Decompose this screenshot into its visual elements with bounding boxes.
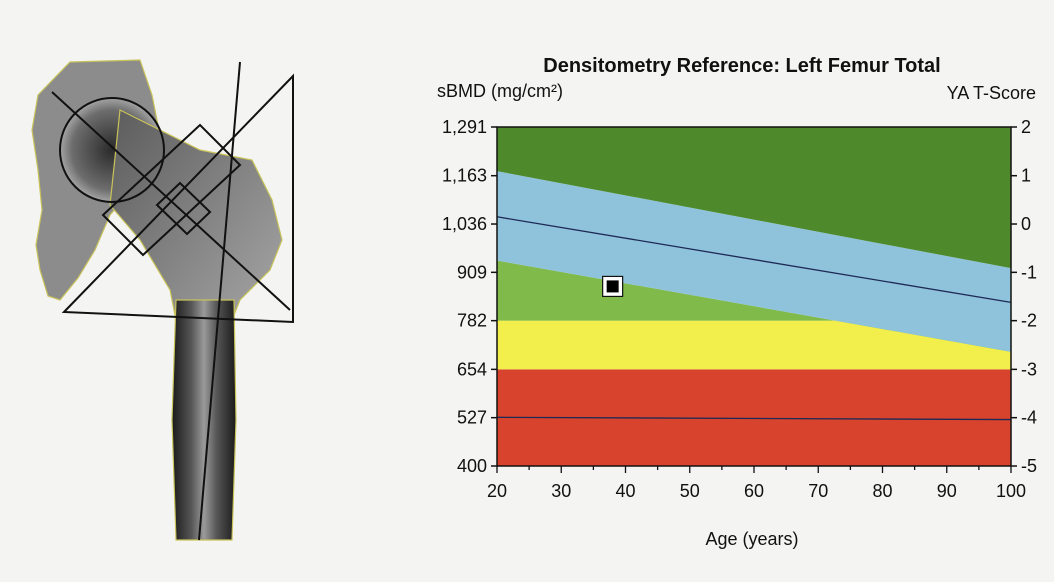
x-tick-label: 100	[996, 481, 1026, 501]
y-tick-label: 782	[457, 311, 487, 331]
band-yellow	[497, 320, 1011, 370]
x-tick-label: 70	[808, 481, 828, 501]
mean-line	[496, 216, 1012, 304]
femur-scan-image	[0, 0, 420, 582]
x-tick-label: 60	[744, 481, 764, 501]
neck-roi-box	[101, 123, 242, 257]
x-axis: 20 30 40 50 60 70 80 90 100	[487, 466, 1026, 501]
minus-four-sd-line	[496, 416, 1012, 421]
x-tick-label: 30	[551, 481, 571, 501]
y-axis-right: 2 1 0 -1 -2 -3 -4 -5	[1011, 117, 1037, 476]
t-score-tick-label: -2	[1021, 311, 1037, 331]
head-roi-circle	[59, 97, 165, 203]
band-blue	[497, 171, 1011, 352]
y-tick-label: 1,291	[442, 117, 487, 137]
y-tick-label: 1,163	[442, 166, 487, 186]
band-red	[497, 369, 1011, 466]
patient-marker-group	[602, 275, 624, 298]
wards-roi-box	[155, 181, 212, 236]
chart-title: Densitometry Reference: Left Femur Total	[543, 55, 941, 77]
y-tick-label: 400	[457, 456, 487, 476]
y-axis-label: sBMD (mg/cm²)	[437, 81, 563, 101]
reference-bands	[497, 127, 1011, 466]
femur-shaft	[171, 299, 237, 541]
t-score-tick-label: 2	[1021, 117, 1031, 137]
t-score-tick-label: -4	[1021, 408, 1037, 428]
y-axis-right-label: YA T-Score	[947, 83, 1036, 103]
x-tick-label: 40	[615, 481, 635, 501]
shaft-axis-line	[198, 61, 241, 541]
x-tick-label: 50	[680, 481, 700, 501]
t-score-tick-label: -1	[1021, 262, 1037, 282]
patient-point	[606, 280, 619, 293]
y-tick-label: 654	[457, 359, 487, 379]
total-roi-triangle	[61, 73, 294, 324]
y-tick-label: 527	[457, 408, 487, 428]
t-score-tick-label: -5	[1021, 456, 1037, 476]
y-tick-label: 909	[457, 262, 487, 282]
diagonal-line	[51, 91, 291, 311]
t-score-tick-label: -3	[1021, 359, 1037, 379]
t-score-tick-label: 0	[1021, 214, 1031, 234]
band-light-green	[497, 260, 1011, 352]
x-tick-label: 20	[487, 481, 507, 501]
band-dark-green	[497, 127, 1011, 269]
reference-lines	[496, 216, 1012, 421]
y-tick-label: 1,036	[442, 214, 487, 234]
x-tick-label: 80	[872, 481, 892, 501]
roi-overlays	[51, 61, 294, 541]
x-tick-label: 90	[937, 481, 957, 501]
t-score-tick-label: 1	[1021, 166, 1031, 186]
x-axis-label: Age (years)	[705, 529, 798, 549]
y-axis-left: 1,291 1,163 1,036 909 782 654 527 400	[442, 117, 497, 476]
